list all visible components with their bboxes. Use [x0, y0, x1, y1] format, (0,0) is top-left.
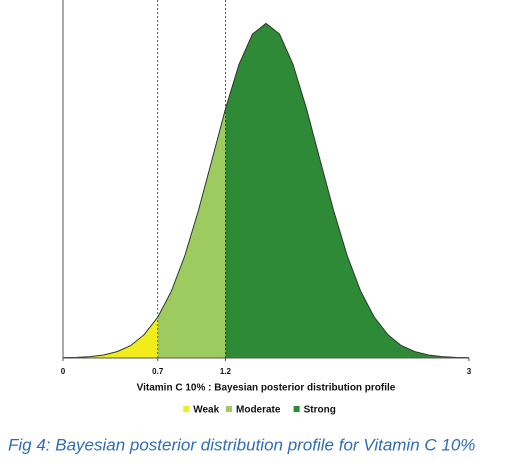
x-tick-label: 0.7 — [152, 367, 164, 376]
legend-label: Strong — [304, 405, 336, 416]
x-tick-label: 1.2 — [220, 367, 232, 376]
x-tick-label: 0 — [61, 367, 66, 376]
density-curve — [62, 22, 470, 359]
x-tick-label: 3 — [467, 367, 472, 376]
legend-swatch — [183, 406, 190, 412]
legend-label: Weak — [193, 405, 219, 416]
x-axis-title: Vitamin C 10% : Bayesian posterior distr… — [137, 383, 396, 394]
region-area — [225, 23, 469, 358]
legend-swatch — [226, 406, 232, 412]
caption: Fig 4: Bayesian posterior distribution p… — [8, 435, 475, 454]
legend-label: Moderate — [236, 405, 281, 416]
legend-swatch — [293, 406, 300, 412]
region-area — [63, 317, 158, 358]
